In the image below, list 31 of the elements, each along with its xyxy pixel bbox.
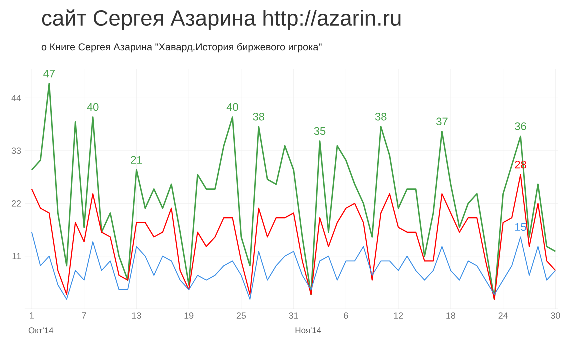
- data-label: 38: [253, 113, 265, 121]
- x-tick-label: 12: [394, 312, 404, 320]
- annotation: 21: [131, 156, 142, 164]
- chart-title: сайт Сергея Азарина http://azarin.ru: [42, 10, 401, 31]
- x-tick-label: 18: [446, 312, 456, 320]
- line-series: [32, 232, 556, 300]
- y-tick-label: 44: [12, 95, 22, 102]
- line-series: [31, 174, 556, 300]
- x-tick-label: 31: [289, 312, 298, 320]
- x-tick-label: 7: [82, 312, 86, 320]
- y-tick-label: 11: [12, 254, 22, 260]
- chart-subtitle: о Книге Сергея Азарина "Хавард.История биржевого игрока": [42, 43, 322, 53]
- data-label: 35: [314, 128, 326, 136]
- text: Ноя'14: [296, 328, 322, 334]
- data-label: 15: [516, 224, 526, 232]
- data-label: 40: [226, 104, 238, 112]
- x-tick-label: 30: [551, 312, 560, 320]
- data-label: 36: [515, 122, 526, 131]
- data-label: 37: [436, 118, 448, 126]
- y-tick-label: 33: [12, 148, 22, 154]
- y-tick-label: 22: [12, 200, 22, 207]
- x-tick-label: 13: [132, 312, 142, 320]
- x-tick-label: 6: [344, 312, 348, 320]
- x-tick-label: 24: [498, 312, 508, 320]
- text: Окт'14: [28, 328, 54, 334]
- x-tick-label: 1: [30, 312, 34, 320]
- data-label: 47: [44, 70, 55, 78]
- x-tick-label: 25: [236, 312, 246, 320]
- data-label: 38: [375, 113, 387, 121]
- x-tick-label: 19: [184, 312, 194, 320]
- data-label: 40: [87, 104, 99, 112]
